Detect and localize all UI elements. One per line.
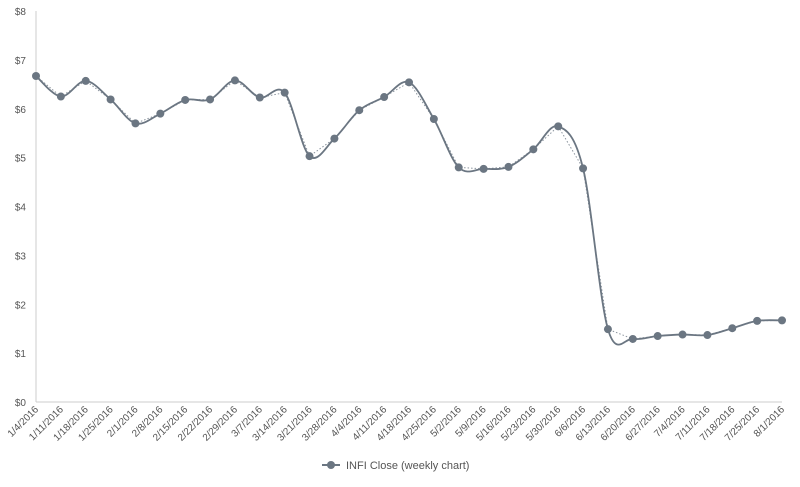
data-point bbox=[206, 95, 215, 104]
data-point bbox=[106, 95, 115, 104]
y-tick-label: $5 bbox=[15, 154, 27, 165]
data-point bbox=[156, 109, 165, 118]
legend-label: INFI Close (weekly chart) bbox=[346, 460, 469, 472]
data-point bbox=[728, 324, 737, 333]
data-point bbox=[628, 334, 637, 343]
data-point bbox=[454, 163, 463, 172]
y-tick-label: $8 bbox=[15, 7, 27, 18]
data-point bbox=[703, 331, 712, 340]
data-point bbox=[653, 332, 662, 341]
y-tick-label: $2 bbox=[15, 300, 27, 311]
data-point bbox=[32, 72, 40, 81]
data-point bbox=[479, 164, 488, 173]
data-point bbox=[529, 145, 538, 154]
legend-point-marker bbox=[327, 461, 335, 469]
data-point bbox=[554, 122, 563, 131]
data-point bbox=[778, 316, 786, 325]
y-tick-label: $4 bbox=[15, 203, 27, 214]
y-tick-label: $1 bbox=[15, 349, 27, 360]
data-point bbox=[56, 92, 65, 101]
data-point bbox=[429, 115, 438, 124]
data-point bbox=[81, 76, 90, 85]
data-point bbox=[380, 93, 389, 102]
data-point bbox=[280, 88, 289, 97]
data-point bbox=[753, 316, 762, 325]
data-point bbox=[405, 78, 413, 87]
y-axis: $0 $1 $2 $3 $4 $5 $6 $7 $8 bbox=[15, 7, 37, 409]
data-point bbox=[181, 95, 190, 104]
data-point bbox=[230, 76, 239, 85]
data-point bbox=[131, 119, 140, 128]
y-tick-label: $6 bbox=[15, 105, 27, 116]
data-point bbox=[678, 330, 687, 339]
data-point bbox=[330, 134, 339, 143]
y-tick-label: $7 bbox=[15, 56, 27, 67]
y-tick-label: $0 bbox=[15, 398, 27, 409]
data-point bbox=[255, 93, 264, 102]
data-point bbox=[603, 325, 612, 334]
series-line bbox=[35, 75, 783, 346]
legend: INFI Close (weekly chart) bbox=[322, 460, 469, 472]
trendline bbox=[35, 75, 783, 340]
y-tick-label: $3 bbox=[15, 251, 27, 262]
data-point bbox=[579, 164, 588, 173]
data-point bbox=[504, 162, 513, 171]
series-layer bbox=[32, 72, 786, 346]
data-point bbox=[355, 106, 364, 115]
data-point bbox=[305, 152, 314, 161]
x-axis: 1/4/20161/11/20161/18/20161/25/20162/1/2… bbox=[6, 401, 787, 444]
